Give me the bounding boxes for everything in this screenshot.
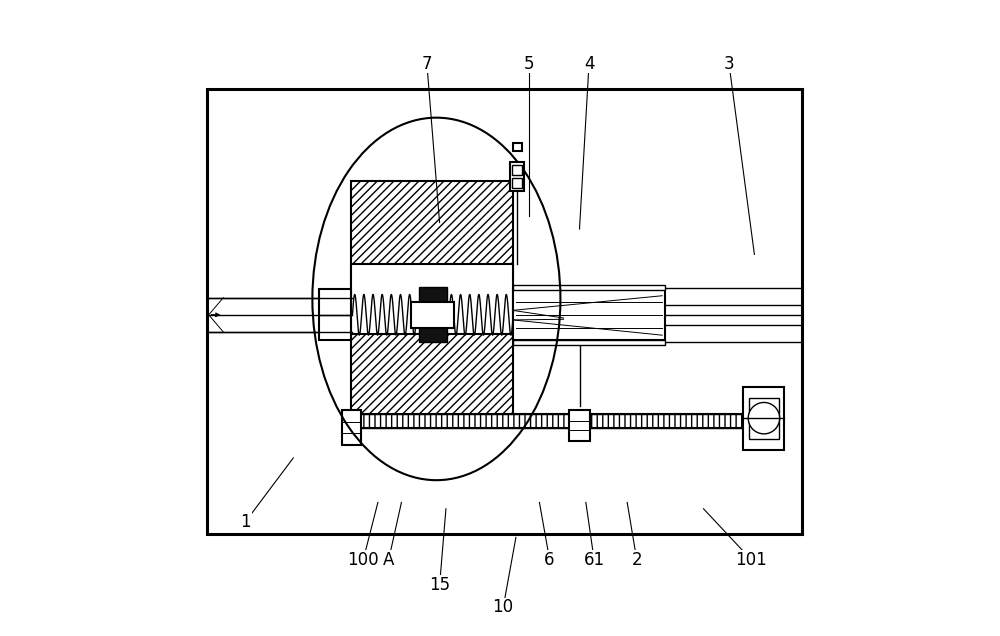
Bar (513, 285, 665, 290)
Text: 101: 101 (735, 551, 767, 569)
Text: 100: 100 (347, 551, 379, 569)
Text: 7: 7 (422, 55, 432, 73)
Bar (513, 340, 665, 345)
Text: 10: 10 (493, 598, 514, 616)
Bar (411, 302, 454, 328)
Text: 5: 5 (523, 55, 534, 73)
Bar (749, 398, 779, 439)
Bar (513, 143, 522, 151)
Bar (743, 387, 784, 450)
Text: 6: 6 (544, 551, 555, 569)
Text: 61: 61 (584, 551, 605, 569)
Bar (510, 162, 524, 191)
Bar (207, 89, 802, 534)
Bar (346, 414, 751, 428)
Bar (319, 289, 351, 340)
Text: 15: 15 (429, 576, 450, 594)
Text: 1: 1 (240, 513, 251, 530)
Bar (351, 181, 513, 417)
Text: 3: 3 (724, 55, 734, 73)
Bar (419, 324, 447, 342)
Bar (419, 287, 447, 305)
Text: A: A (383, 551, 394, 569)
Bar (342, 410, 361, 445)
Bar (351, 263, 513, 334)
Bar (512, 178, 522, 188)
Text: 2: 2 (631, 551, 642, 569)
Bar (569, 410, 590, 441)
Bar (513, 289, 665, 340)
Circle shape (748, 403, 780, 434)
Bar (512, 165, 522, 176)
Text: 4: 4 (584, 55, 594, 73)
